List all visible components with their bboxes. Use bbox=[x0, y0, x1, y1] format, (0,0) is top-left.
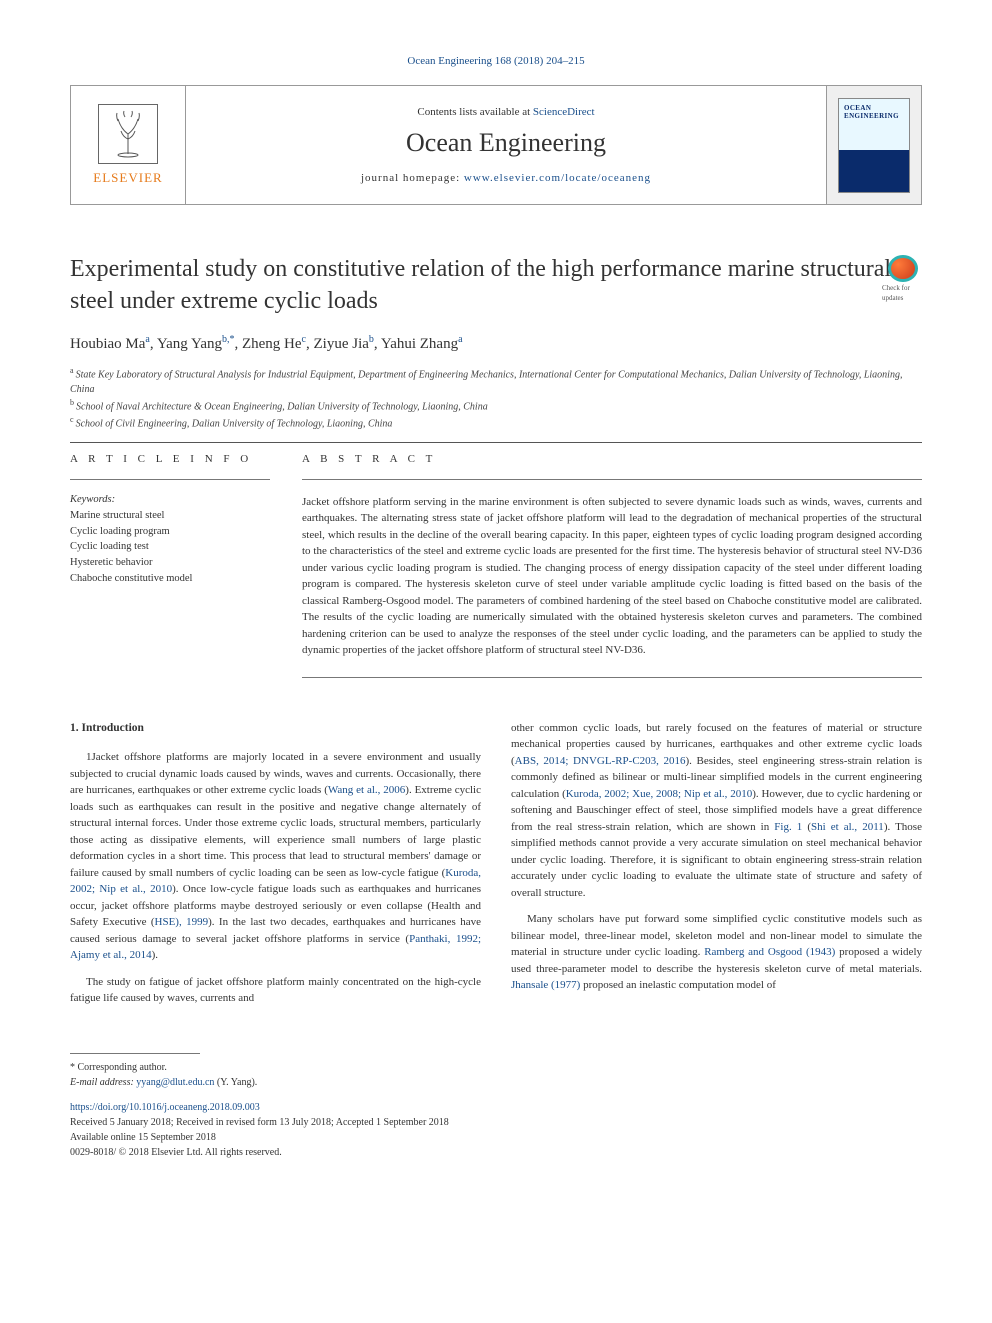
journal-name: Ocean Engineering bbox=[406, 128, 606, 158]
author-name: Ziyue Jia bbox=[314, 336, 369, 352]
article-title: Experimental study on constitutive relat… bbox=[70, 253, 922, 318]
header-banner: ELSEVIER Contents lists available at Sci… bbox=[70, 85, 922, 205]
elsevier-tree-icon bbox=[98, 104, 158, 164]
sciencedirect-link[interactable]: ScienceDirect bbox=[533, 106, 595, 118]
article-info-column: A R T I C L E I N F O Keywords: Marine s… bbox=[70, 453, 270, 692]
check-updates-badge[interactable]: Check for updates bbox=[882, 255, 924, 303]
doi-link[interactable]: https://doi.org/10.1016/j.oceaneng.2018.… bbox=[70, 1102, 260, 1113]
aff-text: State Key Laboratory of Structural Analy… bbox=[70, 369, 902, 395]
email-label: E-mail address: bbox=[70, 1077, 134, 1088]
citation-link[interactable]: Jhansale (1977) bbox=[511, 979, 580, 991]
corresponding-author-note: * Corresponding author. bbox=[70, 1060, 922, 1075]
abstract-body: Jacket offshore platform serving in the … bbox=[302, 494, 922, 659]
journal-homepage: journal homepage: www.elsevier.com/locat… bbox=[361, 172, 651, 184]
text-run: proposed an inelastic computation model … bbox=[580, 979, 776, 991]
author: Zheng Hec bbox=[242, 336, 306, 352]
author: Ziyue Jiab bbox=[314, 336, 374, 352]
header-center: Contents lists available at ScienceDirec… bbox=[186, 86, 826, 204]
author-name: Yang Yang bbox=[157, 336, 222, 352]
keyword: Cyclic loading program bbox=[70, 524, 270, 540]
keyword: Marine structural steel bbox=[70, 508, 270, 524]
author: Yahui Zhanga bbox=[381, 336, 463, 352]
affiliation: aState Key Laboratory of Structural Anal… bbox=[70, 365, 922, 397]
author: Houbiao Maa bbox=[70, 336, 150, 352]
keyword: Chaboche constitutive model bbox=[70, 571, 270, 587]
aff-text: School of Civil Engineering, Dalian Univ… bbox=[76, 419, 393, 430]
rule-top bbox=[70, 442, 922, 443]
authors-line: Houbiao Maa, Yang Yangb,*, Zheng Hec, Zi… bbox=[70, 334, 922, 353]
body-columns: 1. Introduction 1Jacket offshore platfor… bbox=[70, 720, 922, 1017]
text-run: ). Extreme cyclic loads such as earthqua… bbox=[70, 784, 481, 879]
affiliation: cSchool of Civil Engineering, Dalian Uni… bbox=[70, 414, 922, 431]
author-sup: b,* bbox=[222, 334, 235, 345]
paragraph: The study on fatigue of jacket offshore … bbox=[70, 974, 481, 1007]
abstract-heading: A B S T R A C T bbox=[302, 453, 922, 465]
article-title-text: Experimental study on constitutive relat… bbox=[70, 256, 891, 314]
author-sup: b bbox=[369, 334, 374, 345]
publisher-name: ELSEVIER bbox=[93, 170, 162, 186]
homepage-pre: journal homepage: bbox=[361, 172, 464, 184]
abstract-thin-rule bbox=[302, 479, 922, 480]
keyword: Cyclic loading test bbox=[70, 539, 270, 555]
contents-lists-line: Contents lists available at ScienceDirec… bbox=[417, 106, 594, 118]
doi-block: https://doi.org/10.1016/j.oceaneng.2018.… bbox=[70, 1100, 922, 1160]
journal-reference: Ocean Engineering 168 (2018) 204–215 bbox=[70, 55, 922, 67]
homepage-link[interactable]: www.elsevier.com/locate/oceaneng bbox=[464, 172, 651, 184]
citation-link[interactable]: Kuroda, 2002; Xue, 2008; Nip et al., 201… bbox=[566, 788, 753, 800]
section-heading-intro: 1. Introduction bbox=[70, 720, 481, 737]
abstract-bottom-rule bbox=[302, 677, 922, 678]
info-thin-rule bbox=[70, 479, 270, 480]
article-info-heading: A R T I C L E I N F O bbox=[70, 453, 270, 465]
keywords-label: Keywords: bbox=[70, 494, 270, 505]
keyword: Hysteretic behavior bbox=[70, 555, 270, 571]
cover-rect-icon bbox=[838, 98, 910, 193]
publisher-logo: ELSEVIER bbox=[71, 86, 186, 204]
abstract-column: A B S T R A C T Jacket offshore platform… bbox=[302, 453, 922, 692]
citation-link[interactable]: Wang et al., 2006 bbox=[328, 784, 405, 796]
journal-reference-link[interactable]: Ocean Engineering 168 (2018) 204–215 bbox=[407, 55, 584, 67]
check-updates-icon bbox=[888, 255, 918, 282]
aff-sup: b bbox=[70, 398, 74, 407]
text-run: The study on fatigue of jacket offshore … bbox=[70, 976, 481, 1005]
author-sup: a bbox=[145, 334, 149, 345]
affiliation: bSchool of Naval Architecture & Ocean En… bbox=[70, 397, 922, 414]
author-name: Houbiao Ma bbox=[70, 336, 145, 352]
author: Yang Yangb,* bbox=[157, 336, 235, 352]
check-updates-label: Check for updates bbox=[882, 284, 924, 303]
citation-link[interactable]: HSE), 1999 bbox=[155, 916, 209, 928]
contents-pre: Contents lists available at bbox=[417, 106, 532, 118]
paragraph: other common cyclic loads, but rarely fo… bbox=[511, 720, 922, 902]
author-name: Yahui Zhang bbox=[381, 336, 458, 352]
email-line: E-mail address: yyang@dlut.edu.cn (Y. Ya… bbox=[70, 1075, 922, 1090]
footnotes: * Corresponding author. E-mail address: … bbox=[70, 1060, 922, 1090]
right-column: other common cyclic loads, but rarely fo… bbox=[511, 720, 922, 1017]
citation-link[interactable]: Fig. 1 bbox=[774, 821, 802, 833]
citation-link[interactable]: ABS, 2014; DNVGL-RP-C203, 2016 bbox=[515, 755, 686, 767]
text-run: ( bbox=[802, 821, 811, 833]
affiliations: aState Key Laboratory of Structural Anal… bbox=[70, 365, 922, 432]
left-column: 1. Introduction 1Jacket offshore platfor… bbox=[70, 720, 481, 1017]
email-link[interactable]: yyang@dlut.edu.cn bbox=[136, 1077, 214, 1088]
paragraph: 1Jacket offshore platforms are majorly l… bbox=[70, 749, 481, 964]
email-post: (Y. Yang). bbox=[214, 1077, 257, 1088]
journal-cover-thumb bbox=[826, 86, 921, 204]
citation-link[interactable]: Shi et al., 2011 bbox=[811, 821, 884, 833]
aff-text: School of Naval Architecture & Ocean Eng… bbox=[76, 401, 488, 412]
aff-sup: c bbox=[70, 415, 74, 424]
citation-link[interactable]: Ramberg and Osgood (1943) bbox=[704, 946, 835, 958]
received-dates: Received 5 January 2018; Received in rev… bbox=[70, 1115, 922, 1130]
author-name: Zheng He bbox=[242, 336, 302, 352]
info-abstract-row: A R T I C L E I N F O Keywords: Marine s… bbox=[70, 453, 922, 692]
author-sup: c bbox=[302, 334, 306, 345]
paragraph: Many scholars have put forward some simp… bbox=[511, 911, 922, 994]
available-online: Available online 15 September 2018 bbox=[70, 1130, 922, 1145]
author-sup: a bbox=[458, 334, 462, 345]
footnote-separator bbox=[70, 1053, 200, 1054]
copyright-line: 0029-8018/ © 2018 Elsevier Ltd. All righ… bbox=[70, 1145, 922, 1160]
aff-sup: a bbox=[70, 366, 74, 375]
text-run: ). bbox=[152, 949, 158, 961]
